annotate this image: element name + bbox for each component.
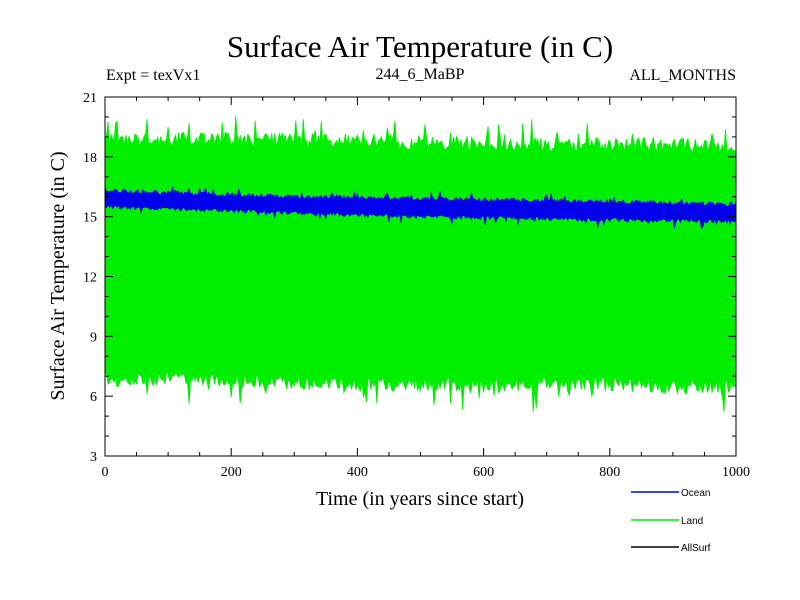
y-tick-label: 6	[90, 390, 97, 405]
y-tick-label: 21	[83, 91, 97, 106]
plot-area	[104, 115, 737, 413]
x-axis-label: Time (in years since start)	[316, 488, 524, 510]
legend-label-allsurf: AllSurf	[681, 543, 711, 554]
x-tick-label: 0	[102, 465, 109, 480]
subtitle-left: Expt = texVx1	[106, 67, 200, 84]
legend: Ocean Land AllSurf	[631, 488, 711, 554]
x-tick-label: 600	[473, 465, 494, 480]
subtitle-right: ALL_MONTHS	[629, 67, 736, 84]
series-land	[104, 115, 737, 413]
y-tick-label: 18	[83, 151, 97, 166]
legend-label-land: Land	[681, 516, 703, 527]
y-tick-label: 15	[83, 211, 97, 226]
y-axis-label: Surface Air Temperature (in C)	[47, 151, 69, 400]
x-tick-label: 400	[347, 465, 368, 480]
x-tick-label: 200	[221, 465, 242, 480]
x-tick-label: 1000	[722, 465, 750, 480]
x-tick-label: 800	[599, 465, 620, 480]
axis-ticks: 0 200 400 600 800 1000 3 6 9 12 15 18 21	[83, 91, 750, 480]
legend-label-ocean: Ocean	[681, 488, 710, 499]
chart-title: Surface Air Temperature (in C)	[227, 29, 613, 64]
y-tick-label: 12	[83, 271, 97, 286]
y-tick-label: 9	[90, 330, 97, 345]
y-tick-label: 3	[90, 450, 97, 465]
subtitle-center: 244_6_MaBP	[376, 66, 465, 83]
series-band-land	[104, 115, 737, 413]
